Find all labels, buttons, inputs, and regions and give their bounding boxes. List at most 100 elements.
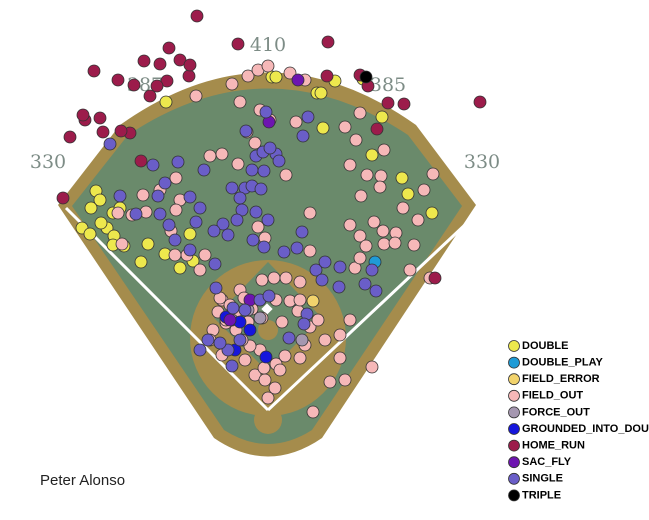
- legend: DOUBLE DOUBLE_PLAY FIELD_ERROR FIELD_OUT FOR…: [508, 340, 649, 502]
- point: [190, 9, 204, 23]
- point: [238, 303, 252, 317]
- point: [137, 54, 151, 68]
- chart-title: Peter Alonso: [40, 472, 125, 489]
- legend-swatch: [508, 423, 520, 435]
- point: [96, 125, 110, 139]
- point: [388, 236, 402, 250]
- point: [233, 95, 247, 109]
- point: [354, 189, 368, 203]
- point: [301, 110, 315, 124]
- point: [293, 351, 307, 365]
- point: [238, 353, 252, 367]
- point: [257, 361, 271, 375]
- point: [375, 110, 389, 124]
- point: [193, 263, 207, 277]
- point: [233, 191, 247, 205]
- point: [189, 215, 203, 229]
- point: [93, 193, 107, 207]
- point: [254, 182, 268, 196]
- point: [314, 86, 328, 100]
- point: [320, 69, 334, 83]
- point: [321, 35, 335, 49]
- point: [261, 391, 275, 405]
- point: [401, 187, 415, 201]
- legend-label: FIELD_ERROR: [522, 373, 600, 385]
- point: [267, 271, 281, 285]
- point: [168, 233, 182, 247]
- legend-swatch: [508, 472, 520, 485]
- point: [225, 359, 239, 373]
- point: [162, 218, 176, 232]
- point: [291, 73, 305, 87]
- point: [370, 122, 384, 136]
- point: [373, 180, 387, 194]
- point: [183, 227, 197, 241]
- point: [359, 239, 373, 253]
- point: [353, 106, 367, 120]
- point: [146, 158, 160, 172]
- point: [134, 154, 148, 168]
- point: [134, 255, 148, 269]
- point: [425, 206, 439, 220]
- point: [374, 169, 388, 183]
- point: [209, 281, 223, 295]
- point: [411, 213, 425, 227]
- point: [275, 315, 289, 329]
- point: [343, 313, 357, 327]
- point: [293, 275, 307, 289]
- point: [311, 313, 325, 327]
- point: [153, 207, 167, 221]
- point: [114, 124, 128, 138]
- point: [338, 373, 352, 387]
- point: [277, 245, 291, 259]
- point: [332, 280, 346, 294]
- point: [136, 188, 150, 202]
- home-dirt: [254, 406, 282, 434]
- point: [289, 115, 303, 129]
- legend-swatch: [508, 373, 520, 386]
- legend-swatch: [508, 489, 520, 502]
- point: [239, 124, 253, 138]
- point: [257, 240, 271, 254]
- point: [381, 96, 395, 110]
- point: [231, 37, 245, 51]
- point: [295, 225, 309, 239]
- point: [201, 333, 215, 347]
- point: [203, 149, 217, 163]
- point: [207, 224, 221, 238]
- foul-line: [64, 206, 270, 412]
- point: [258, 373, 272, 387]
- point: [168, 248, 182, 262]
- point: [235, 203, 249, 217]
- point: [272, 154, 286, 168]
- point: [76, 108, 90, 122]
- point: [303, 244, 317, 258]
- point: [283, 66, 297, 80]
- legend-label: FIELD_OUT: [522, 390, 583, 402]
- distance-label: 385: [370, 74, 406, 96]
- point: [359, 70, 373, 84]
- point: [171, 155, 185, 169]
- legend-label: DOUBLE_PLAY: [522, 357, 604, 369]
- point: [353, 251, 367, 265]
- distance-label: 410: [250, 34, 286, 56]
- point: [296, 129, 310, 143]
- point: [162, 41, 176, 55]
- point: [353, 229, 367, 243]
- point: [395, 171, 409, 185]
- point: [243, 323, 257, 337]
- legend-swatch: [508, 456, 520, 469]
- point: [306, 405, 320, 419]
- point: [262, 289, 276, 303]
- point: [193, 343, 207, 357]
- point: [338, 120, 352, 134]
- point: [349, 133, 363, 147]
- point: [83, 227, 97, 241]
- point: [113, 189, 127, 203]
- point: [377, 143, 391, 157]
- point: [249, 205, 263, 219]
- point: [273, 363, 287, 377]
- legend-swatch: [508, 389, 520, 402]
- point: [333, 260, 347, 274]
- point: [255, 273, 269, 287]
